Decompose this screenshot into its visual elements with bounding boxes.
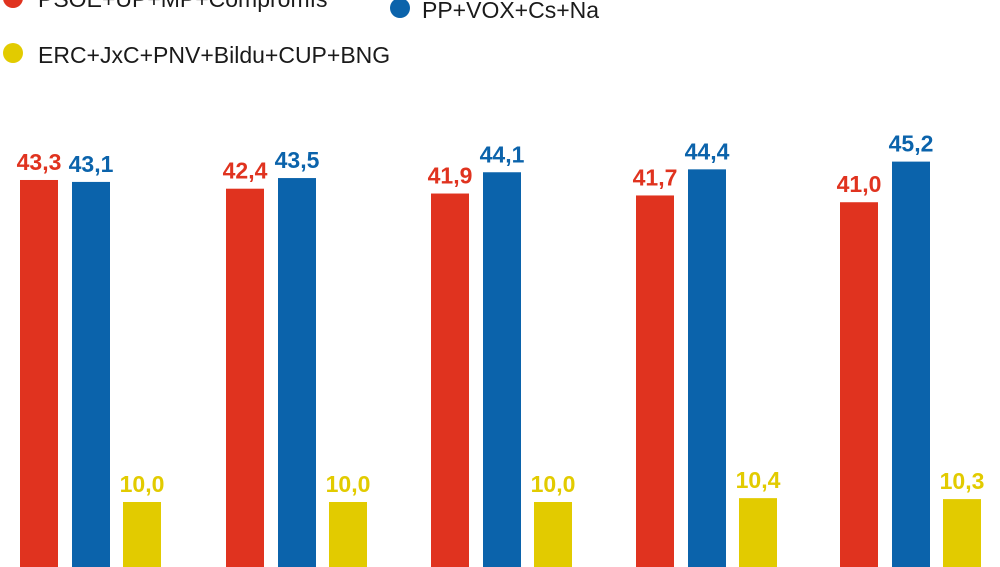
data-label: 10,4 [736, 467, 781, 493]
data-label: 10,0 [120, 471, 165, 497]
data-label: 10,0 [531, 471, 576, 497]
legend-marker [3, 43, 23, 63]
bar [226, 188, 264, 567]
data-label: 44,4 [685, 138, 730, 164]
data-label: 43,1 [69, 151, 114, 177]
legend-label: ERC+JxC+PNV+Bildu+CUP+BNG [38, 42, 390, 68]
bar [840, 202, 878, 567]
legend-label: PSOE+UP+MP+Compromís [38, 0, 328, 12]
bar [534, 502, 572, 567]
data-label: 43,5 [275, 147, 320, 173]
data-label: 41,9 [428, 163, 473, 189]
data-label: 42,4 [223, 158, 268, 184]
data-label: 41,0 [837, 171, 882, 197]
data-label: 10,0 [326, 471, 371, 497]
legend-label: PP+VOX+Cs+Na [422, 0, 599, 23]
data-label: 44,1 [480, 141, 525, 167]
bar [20, 179, 58, 567]
data-label: 45,2 [889, 131, 934, 157]
bar [329, 502, 367, 567]
bar [636, 195, 674, 567]
bar [892, 161, 930, 567]
bar [278, 178, 316, 567]
bar [739, 498, 777, 567]
data-label: 10,3 [940, 468, 985, 494]
bar [943, 499, 981, 567]
bar [72, 181, 110, 567]
data-label: 43,3 [17, 149, 62, 175]
legend-marker [3, 0, 23, 8]
bar [123, 502, 161, 567]
bar [483, 172, 521, 567]
bar [431, 193, 469, 567]
legend-marker [390, 0, 410, 18]
data-label: 41,7 [633, 164, 678, 190]
bar [688, 169, 726, 567]
